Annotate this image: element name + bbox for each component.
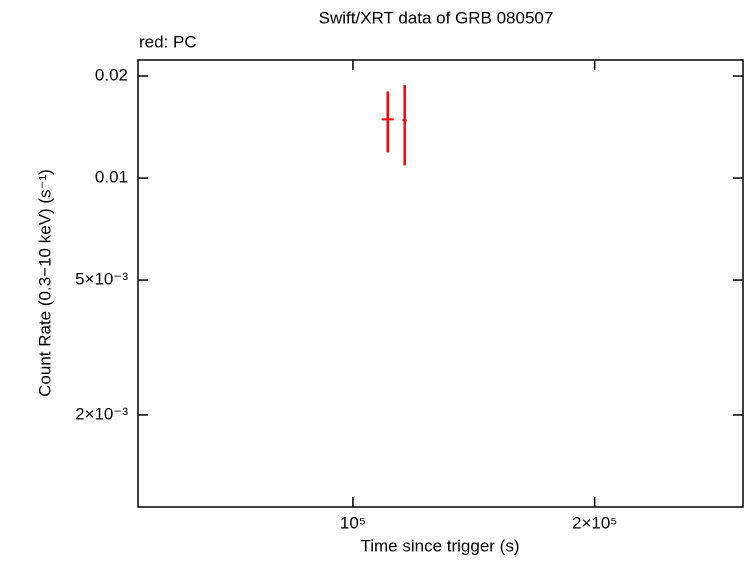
y-tick-label: 0.02	[95, 66, 128, 85]
x-axis-label: Time since trigger (s)	[360, 536, 519, 555]
y-tick-label: 2×10⁻³	[75, 404, 128, 423]
chart-title: Swift/XRT data of GRB 080507	[319, 8, 554, 27]
plot-frame	[137, 59, 744, 508]
y-tick-label: 0.01	[95, 168, 128, 187]
y-axis-label: Count Rate (0.3−10 keV) (s⁻¹)	[35, 169, 54, 397]
legend-entry: red: PC	[139, 32, 197, 51]
y-tick-label: 5×10⁻³	[75, 270, 128, 289]
x-tick-label: 2×10⁵	[572, 513, 617, 532]
x-tick-label: 10⁵	[340, 513, 366, 532]
